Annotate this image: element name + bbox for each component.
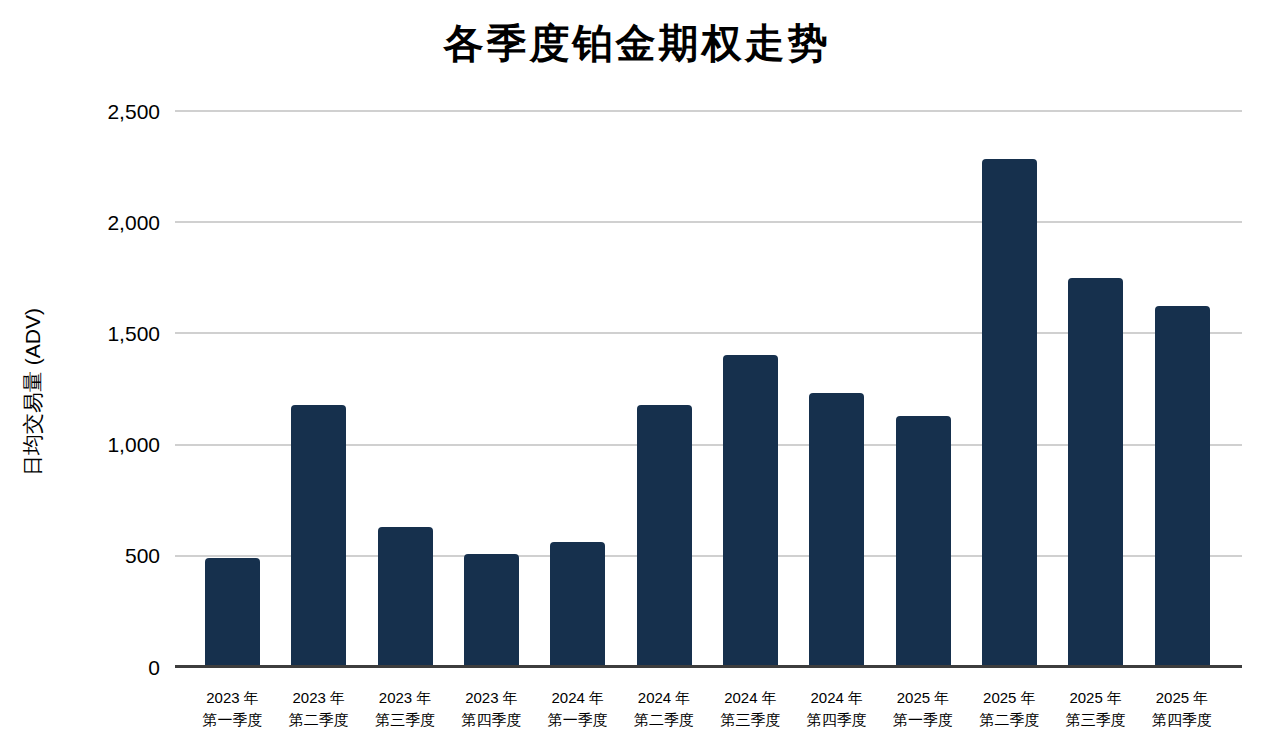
plot-area: 05001,0001,5002,0002,5002023 年第一季度2023 年… bbox=[175, 111, 1242, 667]
y-tick-label: 2,500 bbox=[45, 98, 160, 125]
bar bbox=[1068, 278, 1123, 667]
y-tick-label: 1,500 bbox=[45, 320, 160, 347]
bar bbox=[1155, 306, 1210, 667]
bar bbox=[982, 159, 1037, 667]
bar bbox=[637, 405, 692, 667]
y-tick-label: 500 bbox=[45, 542, 160, 569]
y-tick-label: 1,000 bbox=[45, 431, 160, 458]
bar bbox=[723, 355, 778, 667]
bar bbox=[205, 558, 260, 667]
bar bbox=[291, 405, 346, 667]
bar bbox=[464, 554, 519, 667]
bar-chart: 各季度铂金期权走势 日均交易量 (ADV) 05001,0001,5002,00… bbox=[0, 0, 1274, 740]
bar bbox=[809, 393, 864, 667]
bar bbox=[550, 542, 605, 667]
gridline bbox=[175, 110, 1242, 112]
y-tick-label: 0 bbox=[45, 654, 160, 681]
x-tick-label: 2025 年第四季度 bbox=[1112, 687, 1252, 731]
bar bbox=[378, 527, 433, 667]
x-tick-label-quarter: 第四季度 bbox=[1112, 709, 1252, 731]
x-tick-label-year: 2025 年 bbox=[1112, 687, 1252, 709]
x-axis-line bbox=[175, 665, 1242, 668]
y-axis-label: 日均交易量 (ADV) bbox=[19, 308, 47, 476]
chart-title: 各季度铂金期权走势 bbox=[0, 16, 1274, 71]
y-tick-label: 2,000 bbox=[45, 209, 160, 236]
bar bbox=[896, 416, 951, 667]
gridline bbox=[175, 221, 1242, 223]
